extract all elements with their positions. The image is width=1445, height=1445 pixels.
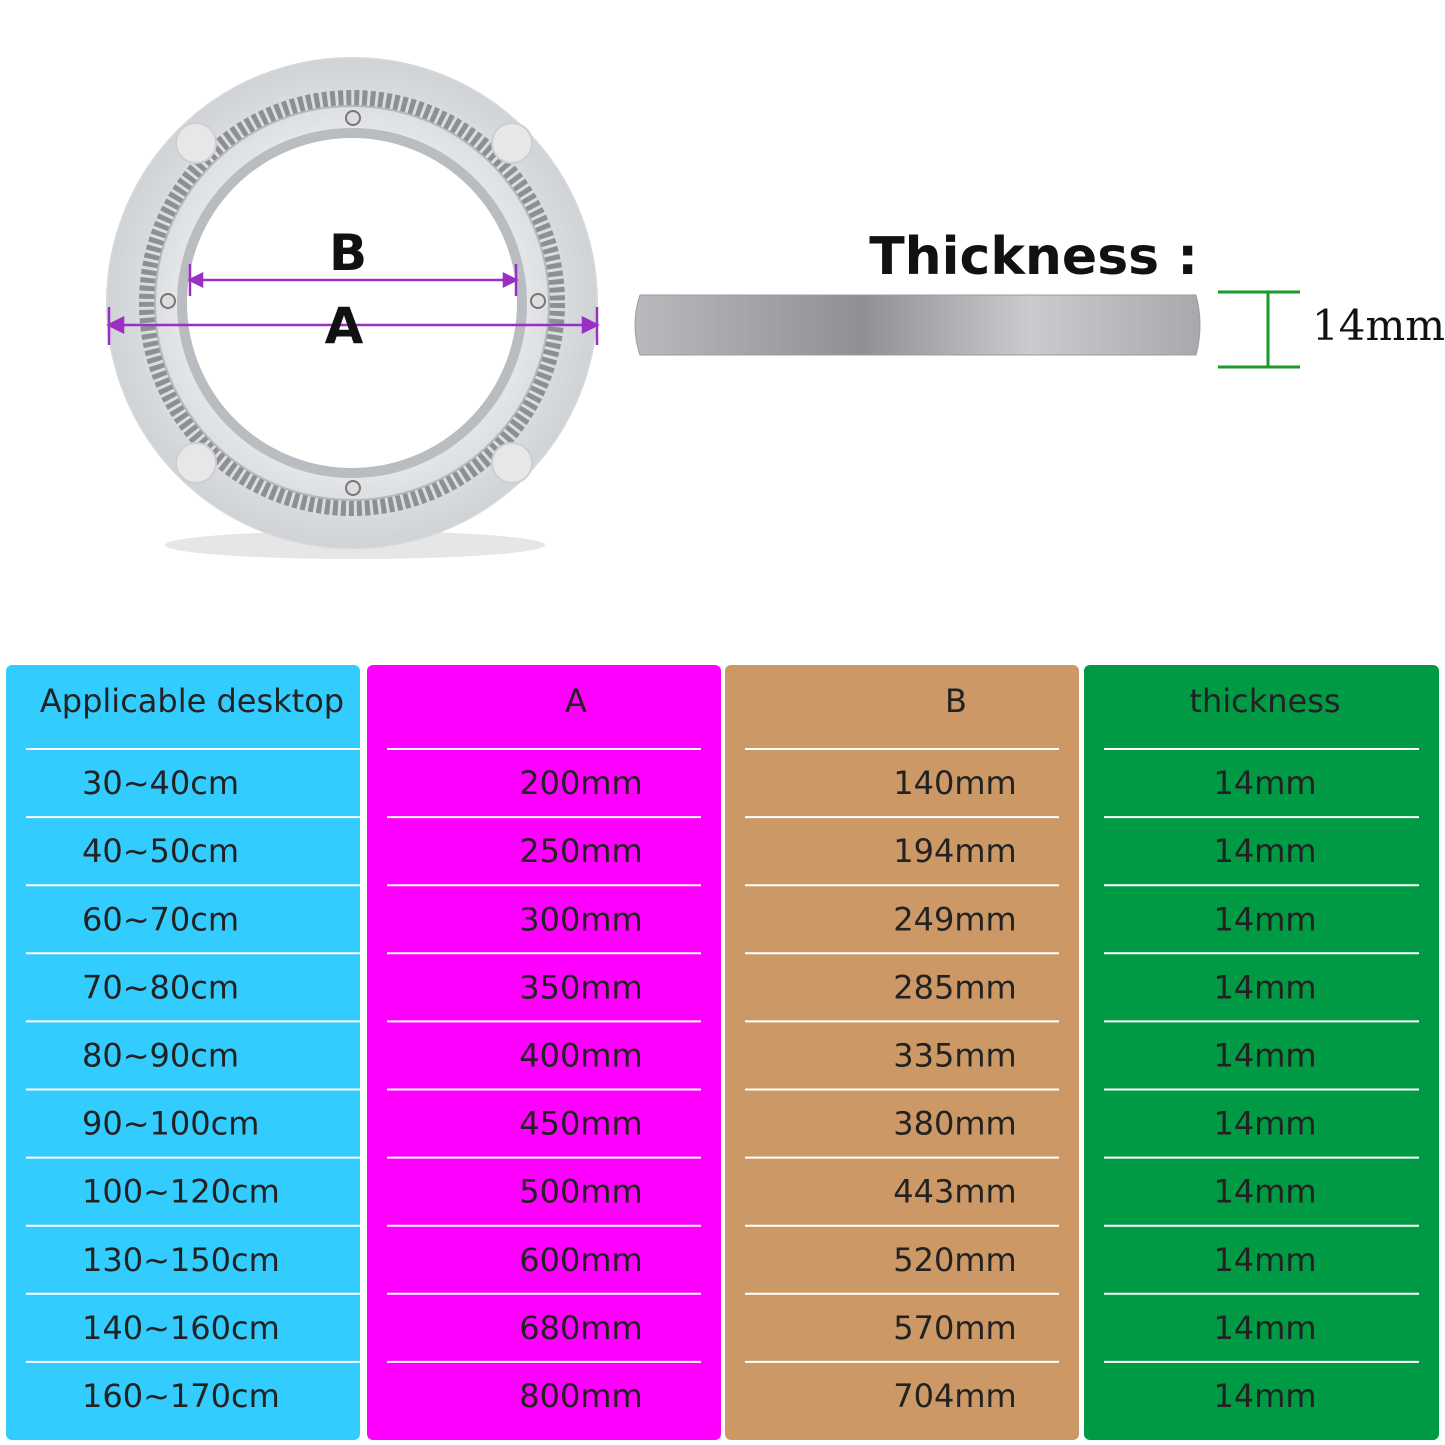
table-cell: 500mm: [519, 1173, 642, 1211]
table-cell: 90~100cm: [82, 1105, 259, 1143]
table-cell: 14mm: [1213, 832, 1316, 870]
table-cell: 380mm: [893, 1105, 1016, 1143]
table-cell: 60~70cm: [82, 900, 239, 938]
table-cell: 350mm: [519, 968, 642, 1006]
header-cell: Applicable desktop: [40, 682, 344, 720]
column-bg: [1084, 665, 1439, 1440]
table-cell: 14mm: [1213, 900, 1316, 938]
table-cell: 300mm: [519, 900, 642, 938]
header-cell: B: [945, 682, 967, 720]
column-bg: [725, 665, 1079, 1440]
table-cell: 140mm: [893, 764, 1016, 802]
table-cell: 100~120cm: [82, 1173, 280, 1211]
table-cell: 40~50cm: [82, 832, 239, 870]
table-cell: 14mm: [1213, 1173, 1316, 1211]
table-cell: 285mm: [893, 968, 1016, 1006]
table-cell: 450mm: [519, 1105, 642, 1143]
table-cell: 14mm: [1213, 968, 1316, 1006]
table-cell: 140~160cm: [82, 1309, 280, 1347]
table-cell: 70~80cm: [82, 968, 239, 1006]
thickness-value: 14mm: [1312, 301, 1445, 350]
label-a: A: [325, 297, 364, 355]
turntable-side-view: Thickness : 14mm: [634, 227, 1445, 369]
table-cell: 704mm: [893, 1377, 1016, 1415]
table-cell: 194mm: [893, 832, 1016, 870]
table-cell: 800mm: [519, 1377, 642, 1415]
label-b: B: [329, 224, 367, 282]
table-cell: 335mm: [893, 1036, 1016, 1074]
table-cell: 249mm: [893, 900, 1016, 938]
table-cell: 14mm: [1213, 1036, 1316, 1074]
table-cell: 570mm: [893, 1309, 1016, 1347]
table-cell: 30~40cm: [82, 764, 239, 802]
turntable-top-view: B A: [106, 57, 600, 559]
table-cell: 130~150cm: [82, 1241, 280, 1279]
table-cell: 160~170cm: [82, 1377, 280, 1415]
table-cell: 80~90cm: [82, 1036, 239, 1074]
table-cell: 680mm: [519, 1309, 642, 1347]
table-cell: 600mm: [519, 1241, 642, 1279]
header-cell: thickness: [1189, 682, 1340, 720]
table-cell: 520mm: [893, 1241, 1016, 1279]
table-cell: 443mm: [893, 1173, 1016, 1211]
table-cell: 14mm: [1213, 1377, 1316, 1415]
header-cell: A: [565, 682, 587, 720]
table-cell: 14mm: [1213, 1309, 1316, 1347]
column-bg: [367, 665, 721, 1440]
table-cell: 14mm: [1213, 764, 1316, 802]
table-cell: 250mm: [519, 832, 642, 870]
column-bg: [6, 665, 360, 1440]
table-cell: 400mm: [519, 1036, 642, 1074]
thickness-title: Thickness :: [869, 227, 1198, 287]
table-cell: 14mm: [1213, 1241, 1316, 1279]
table-cell: 200mm: [519, 764, 642, 802]
table-cell: 14mm: [1213, 1105, 1316, 1143]
